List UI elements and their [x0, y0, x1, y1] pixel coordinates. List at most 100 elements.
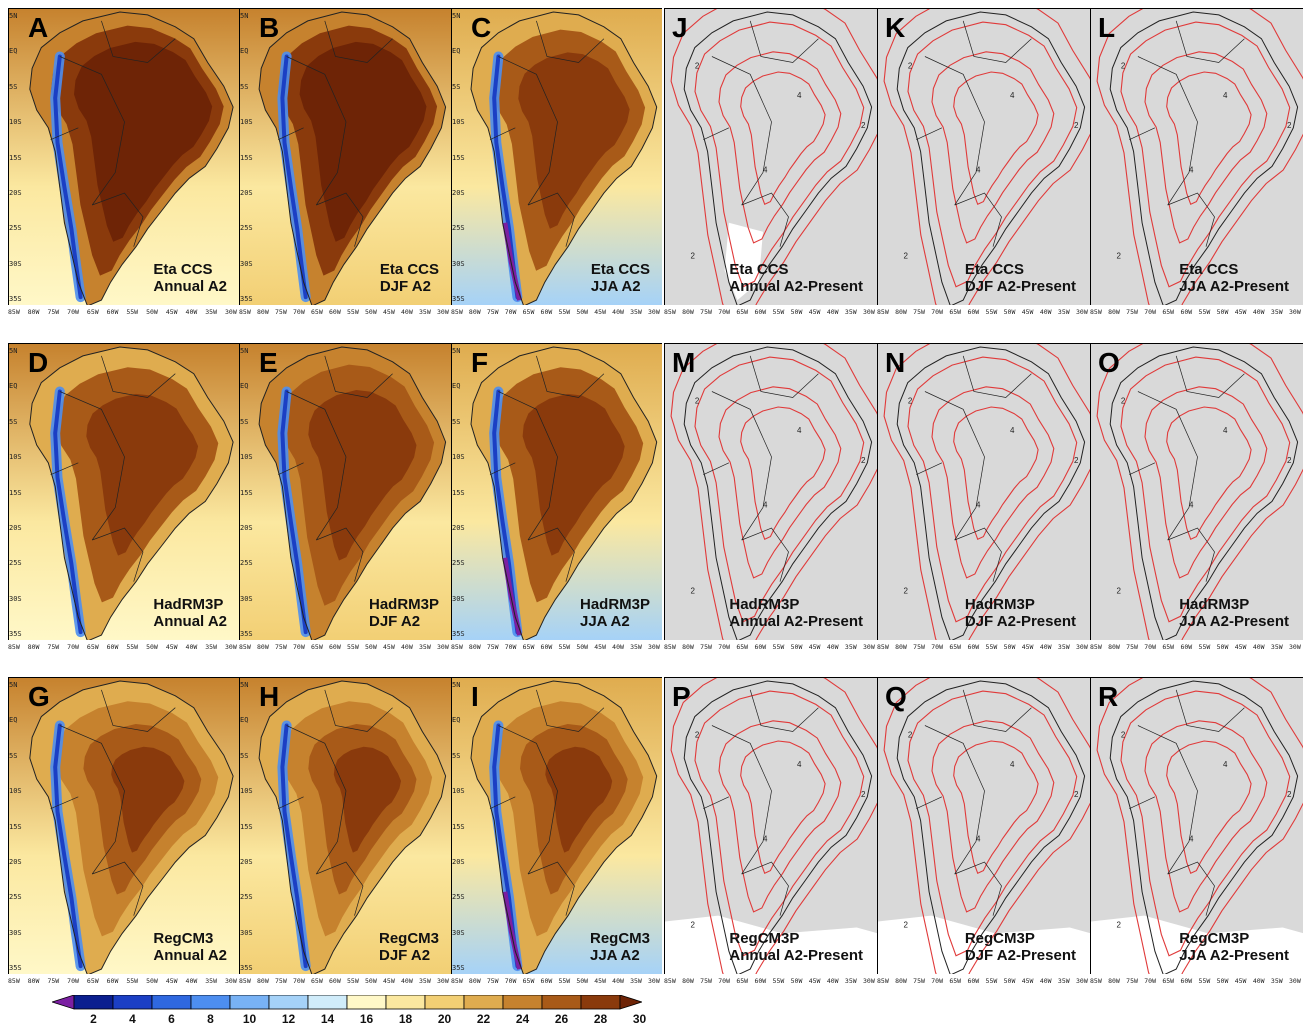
lat-label: EQ [9, 382, 18, 391]
lat-label: 35S [9, 630, 22, 638]
lon-label: 60W [754, 308, 767, 316]
lat-label: 5S [240, 751, 249, 760]
contour-label: 2 [1074, 790, 1079, 799]
lon-label: 85W [239, 308, 251, 316]
colorbar-bin [502, 994, 543, 1010]
panel-letter: Q [885, 681, 907, 712]
lon-label: 45W [808, 643, 821, 651]
contour-label: 2 [1287, 790, 1292, 799]
lat-label: 5N [452, 681, 461, 689]
lon-label: 75W [275, 977, 287, 985]
lat-label: 5S [240, 82, 249, 91]
lon-label: 30W [1076, 308, 1088, 316]
lon-label: 50W [790, 643, 803, 651]
lon-label: 55W [558, 308, 571, 316]
lat-label: 30S [452, 594, 465, 603]
colorbar-bin [229, 994, 270, 1010]
lat-label: 10S [9, 787, 22, 796]
panel-letter: J [672, 12, 688, 43]
panel-title: HadRM3P JJA A2 [579, 595, 650, 630]
panel-title: Eta CCS Annual A2-Present [729, 260, 863, 295]
lat-label: 5S [452, 417, 461, 426]
lon-axis-labels: 85W 80W 75W 70W 65W 60W 55W 50W 45W 40W 35W 30W [664, 308, 877, 318]
lon-label: 65W [311, 977, 323, 985]
lon-label: 55W [772, 977, 785, 985]
map-panel-e: E HadRM3P DJF A2 5N EQ 5S 10S 15S 20S 25S 30S 35S [239, 343, 451, 640]
lat-label: 15S [9, 153, 22, 162]
lon-label: 45W [165, 643, 178, 651]
lon-axis-labels: 85W 80W 75W 70W 65W 60W 55W 50W 45W 40W 35W 30W [451, 643, 662, 653]
lon-label: 35W [419, 308, 431, 316]
lon-label: 70W [1144, 308, 1157, 316]
lon-label: 65W [522, 643, 535, 651]
lon-axis-labels: 85W 80W 75W 70W 65W 60W 55W 50W 45W 40W 35W 30W [877, 643, 1090, 653]
lon-label: 60W [540, 308, 553, 316]
contour-label: 2 [904, 920, 909, 929]
lon-label: 65W [86, 308, 99, 316]
lon-label: 35W [1270, 308, 1283, 316]
lat-label: 25S [240, 559, 253, 568]
lon-label: 85W [664, 643, 676, 651]
colorbar-tick-label: 8 [207, 1012, 214, 1026]
lon-label: 35W [205, 977, 218, 985]
lon-label: 80W [682, 643, 694, 651]
lat-label: 20S [9, 523, 22, 532]
lat-label: 30S [9, 594, 22, 603]
lat-label: 25S [240, 893, 253, 902]
lon-label: 60W [1180, 308, 1193, 316]
lon-label: 70W [504, 308, 517, 316]
panel-title: RegCM3P JJA A2-Present [1179, 929, 1289, 964]
lon-label: 40W [1039, 308, 1052, 316]
contour-label: 4 [763, 834, 768, 843]
lon-label: 45W [1234, 308, 1247, 316]
lat-label: EQ [452, 47, 461, 56]
map-panel-n: 2 4 2 4 2 N HadRM3P DJF A2-Present [877, 343, 1090, 640]
lon-label: 60W [754, 977, 767, 985]
difference-map: 2 4 2 4 2 [877, 343, 1090, 640]
colorbar-tick-label: 30 [632, 1012, 647, 1026]
contour-label: 4 [1010, 91, 1015, 100]
lon-label: 45W [1021, 977, 1034, 985]
temperature-map [451, 343, 662, 640]
lon-label: 35W [844, 643, 857, 651]
panel-letter: F [471, 347, 489, 378]
lon-label: 75W [275, 643, 287, 651]
colorbar-tick-label: 28 [593, 1012, 608, 1026]
lon-label: 80W [895, 643, 907, 651]
lon-label: 45W [383, 308, 395, 316]
lat-label: 5S [240, 417, 249, 426]
lon-label: 80W [1108, 977, 1120, 985]
lat-label: EQ [452, 382, 461, 391]
lon-label: 75W [1126, 643, 1138, 651]
panel-title: HadRM3P DJF A2-Present [964, 595, 1076, 630]
lon-label: 70W [718, 977, 731, 985]
contour-label: 2 [1117, 920, 1122, 929]
lon-label: 55W [126, 977, 139, 985]
contour-label: 2 [695, 396, 700, 405]
panel-letter: C [471, 12, 492, 43]
map-panel-a: A Eta CCS Annual A2 5N EQ 5S 10S 15S 20S 25S 30S 35… [8, 8, 239, 305]
lon-axis-labels: 85W 80W 75W 70W 65W 60W 55W 50W 45W 40W 35W 30W [239, 977, 451, 987]
lon-label: 85W [1090, 643, 1102, 651]
lon-label: 60W [106, 643, 119, 651]
lat-label: 5N [240, 681, 249, 689]
lat-label: 5N [240, 347, 249, 355]
lon-label: 40W [401, 643, 413, 651]
lon-axis-labels: 85W 80W 75W 70W 65W 60W 55W 50W 45W 40W 35W 30W [8, 977, 239, 987]
contour-label: 4 [797, 91, 802, 100]
lon-label: 35W [1057, 977, 1070, 985]
lon-label: 60W [106, 308, 119, 316]
lat-label: 15S [452, 488, 465, 497]
lon-label: 75W [913, 643, 925, 651]
lon-label: 75W [486, 643, 499, 651]
lon-label: 55W [347, 977, 359, 985]
lon-label: 80W [27, 643, 40, 651]
contour-label: 2 [1121, 730, 1126, 739]
lon-label: 55W [985, 643, 998, 651]
colorbar-tick-label: 20 [437, 1012, 452, 1026]
lon-label: 65W [949, 977, 962, 985]
lon-label: 60W [540, 643, 553, 651]
map-panel-i: I RegCM3 JJA A2 5N EQ 5S 10S 15S 20S 25S 30S 35S [451, 677, 662, 974]
lon-label: 40W [612, 308, 624, 316]
